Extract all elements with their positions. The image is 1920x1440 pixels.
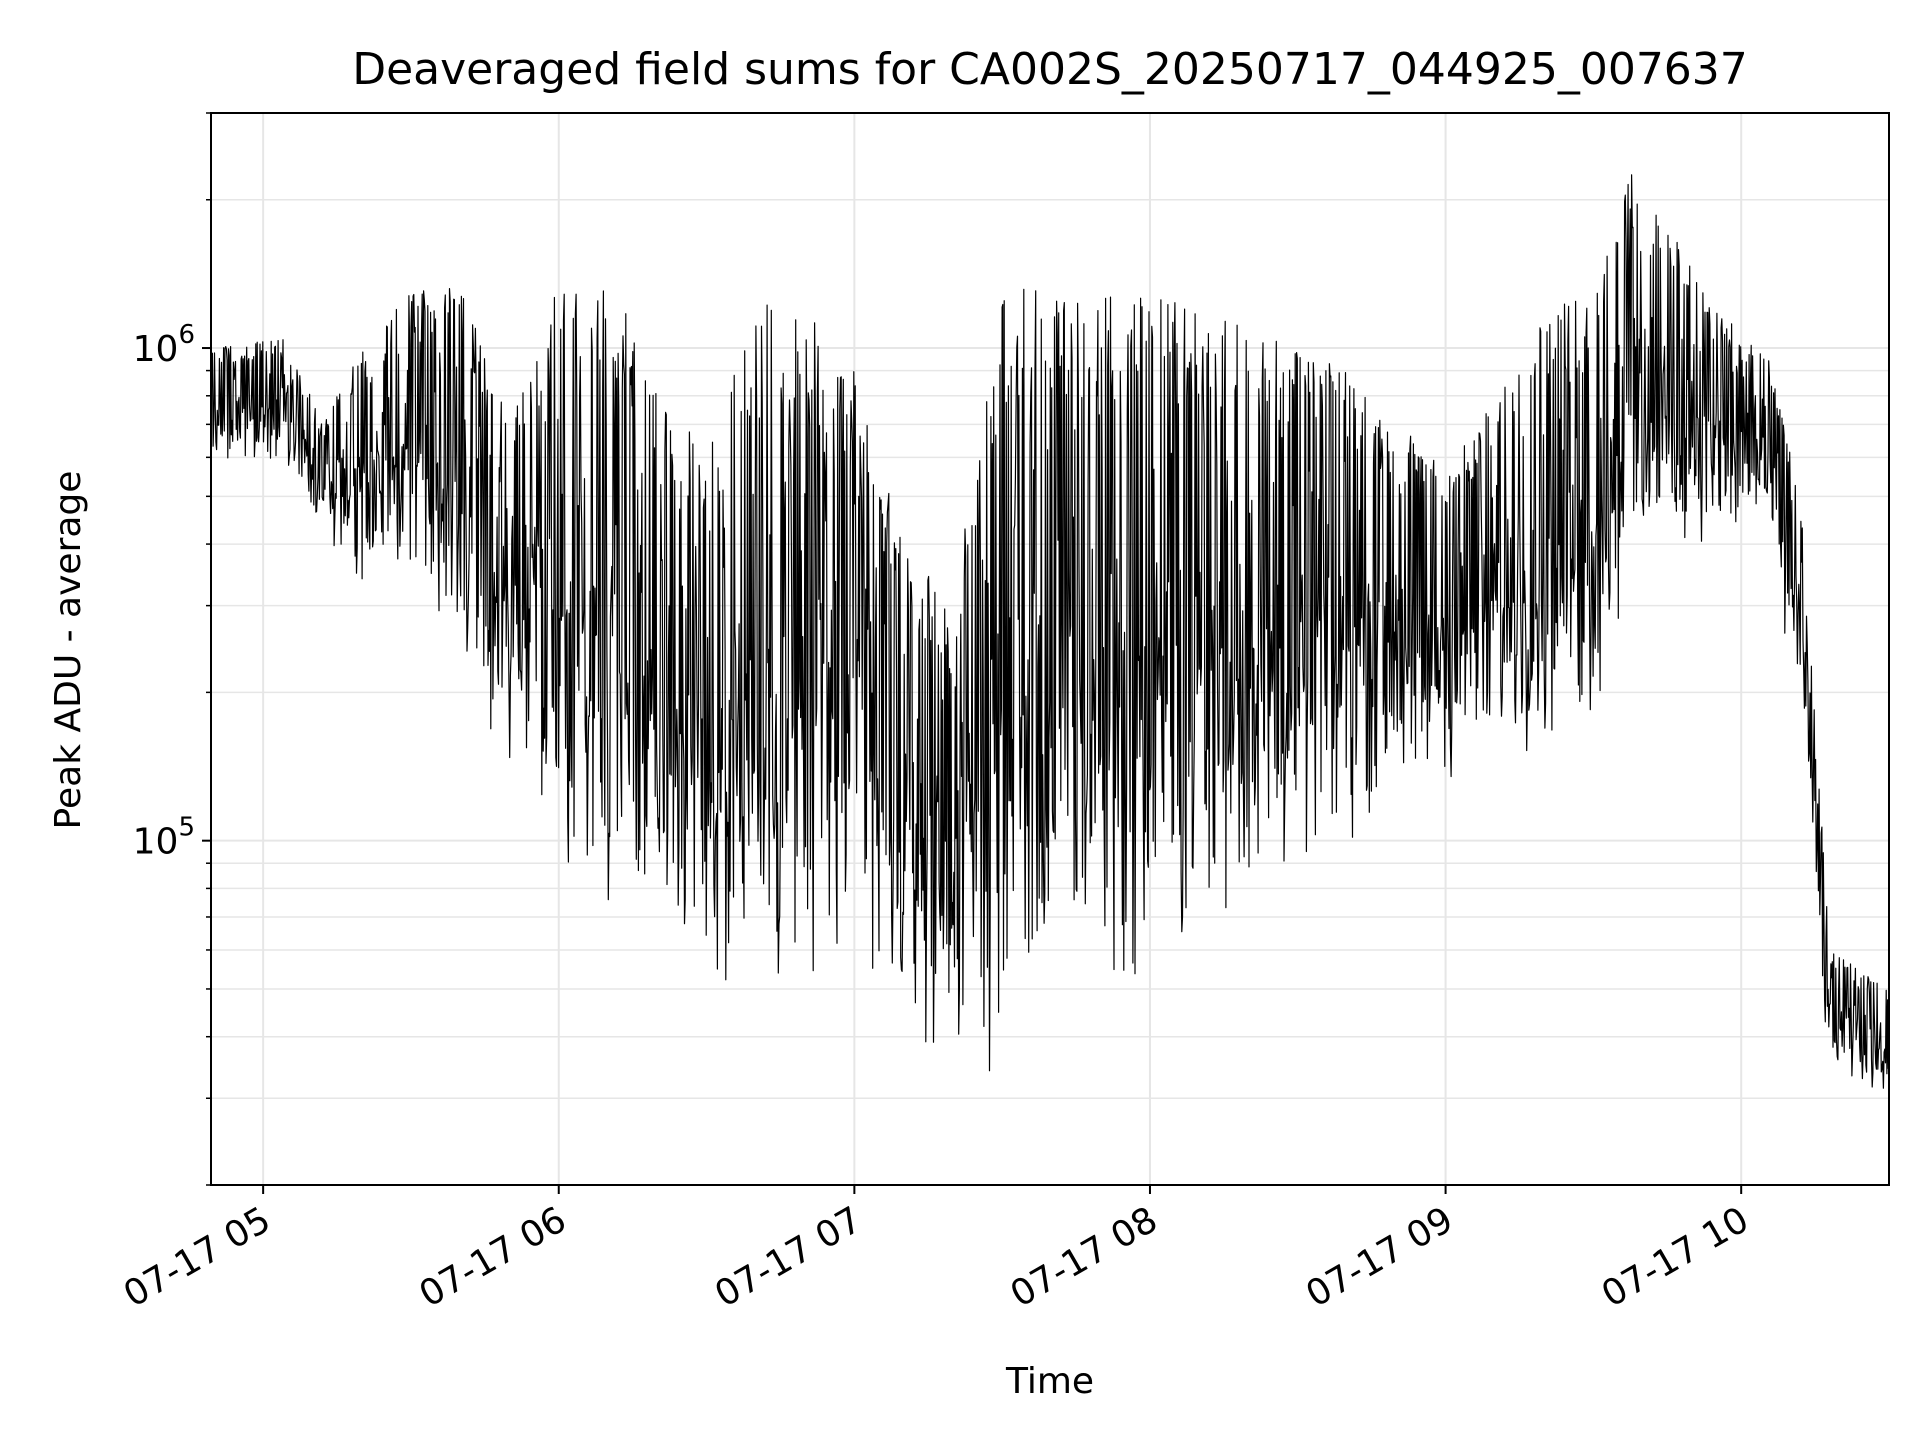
series-line [210,174,1890,1089]
y-axis-label: Peak ADU - average [48,471,89,830]
plot-frame [210,112,1890,1186]
series-layer [210,174,1890,1089]
y-axis-ticks: 105 106 [133,112,211,1186]
y-tick-label: 106 [133,320,195,370]
y-tick-label: 105 [133,813,195,863]
chart-title: Deaveraged field sums for CA002S_2025071… [352,44,1748,95]
x-axis-label: Time [1005,1361,1094,1402]
